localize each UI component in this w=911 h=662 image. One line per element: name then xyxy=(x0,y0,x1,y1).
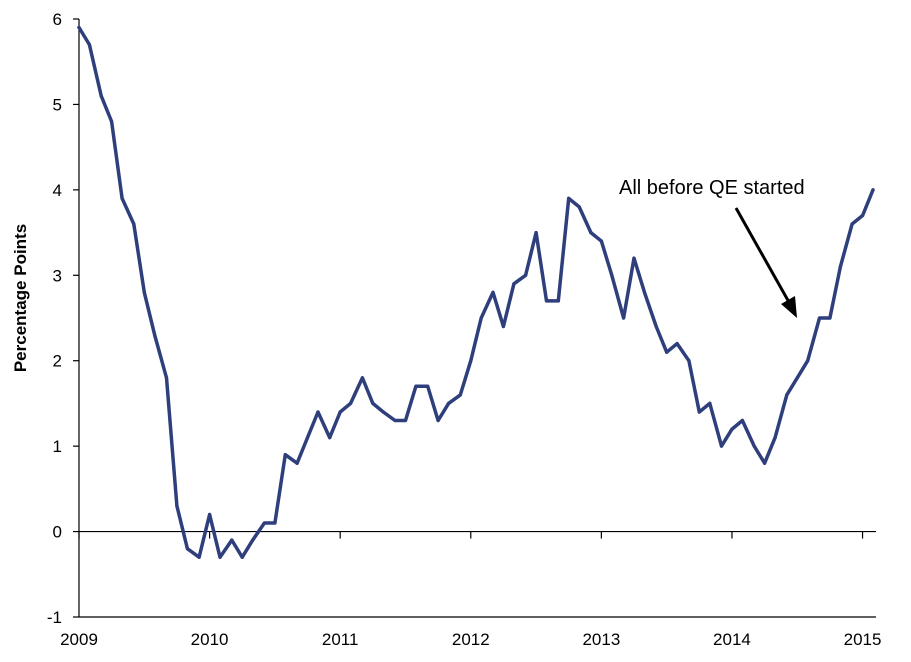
y-tick-label: 0 xyxy=(53,523,62,542)
data-point xyxy=(110,119,114,124)
data-point xyxy=(828,316,832,320)
data-point xyxy=(871,188,875,192)
x-axis-ticks: 2009 2010 2011 2012 2013 2014 2015 xyxy=(60,531,882,649)
data-point xyxy=(850,222,854,226)
data-point xyxy=(740,418,745,423)
data-point xyxy=(262,521,266,525)
y-tick-label: 2 xyxy=(53,352,62,371)
data-point xyxy=(349,401,353,405)
data-point xyxy=(283,453,287,457)
data-point xyxy=(338,410,342,414)
x-tick-label: 2009 xyxy=(60,630,98,649)
x-tick-label: 2012 xyxy=(452,630,490,649)
data-point xyxy=(687,359,691,363)
data-point xyxy=(556,299,560,303)
y-tick-label: 6 xyxy=(53,10,62,29)
data-point xyxy=(153,333,157,337)
data-point xyxy=(175,504,179,508)
data-point xyxy=(77,25,81,30)
data-point xyxy=(403,418,408,423)
data-point xyxy=(393,418,397,423)
data-point xyxy=(414,384,418,388)
data-point xyxy=(208,512,212,517)
data-point xyxy=(817,316,822,320)
data-point xyxy=(675,342,679,346)
data-point xyxy=(479,316,483,320)
data-point xyxy=(610,273,614,277)
y-tick-label: 4 xyxy=(53,181,62,200)
data-point xyxy=(99,94,103,98)
data-point xyxy=(218,555,222,559)
annotation-text: All before QE started xyxy=(619,177,805,199)
data-point xyxy=(447,401,451,405)
data-point xyxy=(665,350,669,354)
y-tick-label: -1 xyxy=(47,608,62,627)
y-axis-title: Percentage Points xyxy=(11,224,30,372)
data-point xyxy=(524,273,528,277)
y-tick-label: 1 xyxy=(53,437,62,456)
series-line xyxy=(77,25,875,559)
data-point xyxy=(360,376,364,380)
x-tick-label: 2013 xyxy=(582,630,620,649)
data-point xyxy=(763,461,767,465)
data-point xyxy=(730,427,734,431)
data-point xyxy=(599,239,604,243)
data-point xyxy=(697,410,701,414)
data-point xyxy=(861,213,865,218)
x-tick-label: 2010 xyxy=(191,630,229,649)
data-point xyxy=(654,324,658,329)
data-point xyxy=(632,256,636,260)
data-point xyxy=(491,290,495,294)
y-axis-ticks: -1 0 1 2 3 4 5 6 xyxy=(47,10,79,627)
x-tick-label: 2015 xyxy=(844,630,882,649)
data-point xyxy=(120,196,124,200)
data-point xyxy=(773,436,777,440)
data-point xyxy=(426,384,430,388)
data-point xyxy=(240,555,244,559)
y-tick-label: 5 xyxy=(53,95,62,114)
data-point xyxy=(142,290,146,294)
data-point xyxy=(785,393,789,397)
data-point xyxy=(273,521,277,525)
data-point xyxy=(328,436,332,440)
data-point xyxy=(185,547,189,551)
data-point xyxy=(544,299,549,303)
data-point xyxy=(501,324,505,329)
data-point xyxy=(316,410,320,414)
data-point xyxy=(164,376,169,380)
data-points xyxy=(77,25,875,559)
data-point xyxy=(458,393,462,397)
data-point xyxy=(752,444,756,448)
data-point xyxy=(132,222,136,226)
data-point xyxy=(622,316,626,320)
data-point xyxy=(381,410,385,414)
y-tick-label: 3 xyxy=(53,266,62,285)
data-point xyxy=(642,290,647,294)
data-point xyxy=(577,205,581,209)
axes xyxy=(78,19,876,618)
annotation-arrow xyxy=(734,207,797,318)
data-point xyxy=(197,555,201,559)
data-point xyxy=(719,444,724,448)
data-point xyxy=(567,196,571,200)
data-point xyxy=(251,538,255,542)
data-point xyxy=(436,418,440,423)
data-point xyxy=(87,43,91,47)
data-point xyxy=(708,401,712,405)
data-point xyxy=(512,282,516,286)
data-point xyxy=(534,231,538,235)
data-point xyxy=(795,376,799,380)
data-point xyxy=(230,538,234,542)
data-point xyxy=(806,359,810,363)
x-tick-label: 2011 xyxy=(322,630,359,649)
data-point xyxy=(589,231,593,235)
data-point xyxy=(838,265,843,269)
data-point xyxy=(371,401,375,405)
x-tick-label: 2014 xyxy=(713,630,751,649)
data-point xyxy=(469,359,473,363)
data-point xyxy=(305,436,310,440)
data-point xyxy=(295,461,299,465)
